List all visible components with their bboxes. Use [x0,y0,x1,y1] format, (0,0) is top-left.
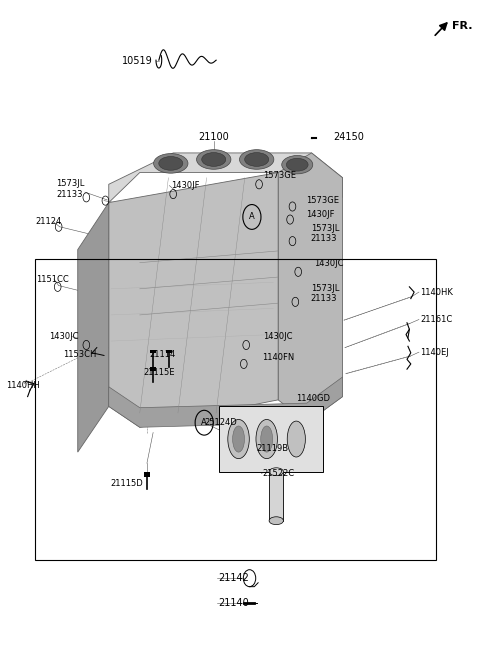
Text: 1153CH: 1153CH [63,350,97,359]
Text: 24150: 24150 [333,133,364,142]
Ellipse shape [202,153,226,167]
Bar [144,472,150,477]
Polygon shape [78,203,109,452]
Text: FR.: FR. [452,20,473,31]
Text: 1430JC: 1430JC [314,260,344,268]
Bar [35,259,436,560]
Text: 1430JF: 1430JF [171,181,199,190]
Bar [269,472,283,521]
Text: 21115D: 21115D [110,479,143,488]
Ellipse shape [154,154,188,173]
Text: 1430JF: 1430JF [306,211,335,220]
Ellipse shape [269,517,283,525]
Polygon shape [109,173,278,427]
Text: 21114: 21114 [149,350,176,359]
Text: 1430JC: 1430JC [264,332,293,341]
Ellipse shape [256,419,277,459]
Ellipse shape [233,426,244,452]
Text: 1140HK: 1140HK [420,287,453,297]
Ellipse shape [287,158,308,171]
Text: 1430JC: 1430JC [49,332,79,341]
Ellipse shape [287,421,305,457]
Text: 21119B: 21119B [257,444,289,453]
Text: 1573GE: 1573GE [263,171,296,180]
Bar [150,367,156,371]
Text: 21100: 21100 [198,133,229,142]
Bar [150,350,156,354]
Text: 1573JL
21133: 1573JL 21133 [311,283,339,303]
Text: A: A [201,419,207,427]
Ellipse shape [261,426,273,452]
Text: 1140GD: 1140GD [296,394,330,403]
Text: 21115E: 21115E [144,368,175,377]
Bar [167,350,172,354]
Ellipse shape [269,468,283,476]
Ellipse shape [240,150,274,169]
Text: 25124D: 25124D [204,418,237,426]
Text: A: A [249,213,255,222]
Text: 1151CC: 1151CC [36,274,69,283]
Ellipse shape [228,419,249,459]
Text: 10519: 10519 [122,56,153,66]
Text: 1573GE: 1573GE [306,196,339,205]
Text: 1140EJ: 1140EJ [420,348,449,357]
Polygon shape [109,377,343,427]
Text: 1140HH: 1140HH [6,381,40,390]
Polygon shape [278,153,343,422]
Text: 1140FN: 1140FN [262,353,294,362]
Text: 21124: 21124 [36,217,62,226]
Text: 1573JL
21133: 1573JL 21133 [56,179,84,199]
Text: 1573JL
21133: 1573JL 21133 [311,224,339,243]
Text: 21161C: 21161C [420,315,453,324]
Text: 21142: 21142 [218,573,250,583]
Polygon shape [109,153,343,203]
Ellipse shape [159,157,183,171]
Text: 21140: 21140 [218,598,249,608]
Ellipse shape [282,155,313,174]
Ellipse shape [196,150,231,169]
Ellipse shape [245,153,269,167]
Bar [218,406,324,472]
Text: 21522C: 21522C [263,469,295,478]
